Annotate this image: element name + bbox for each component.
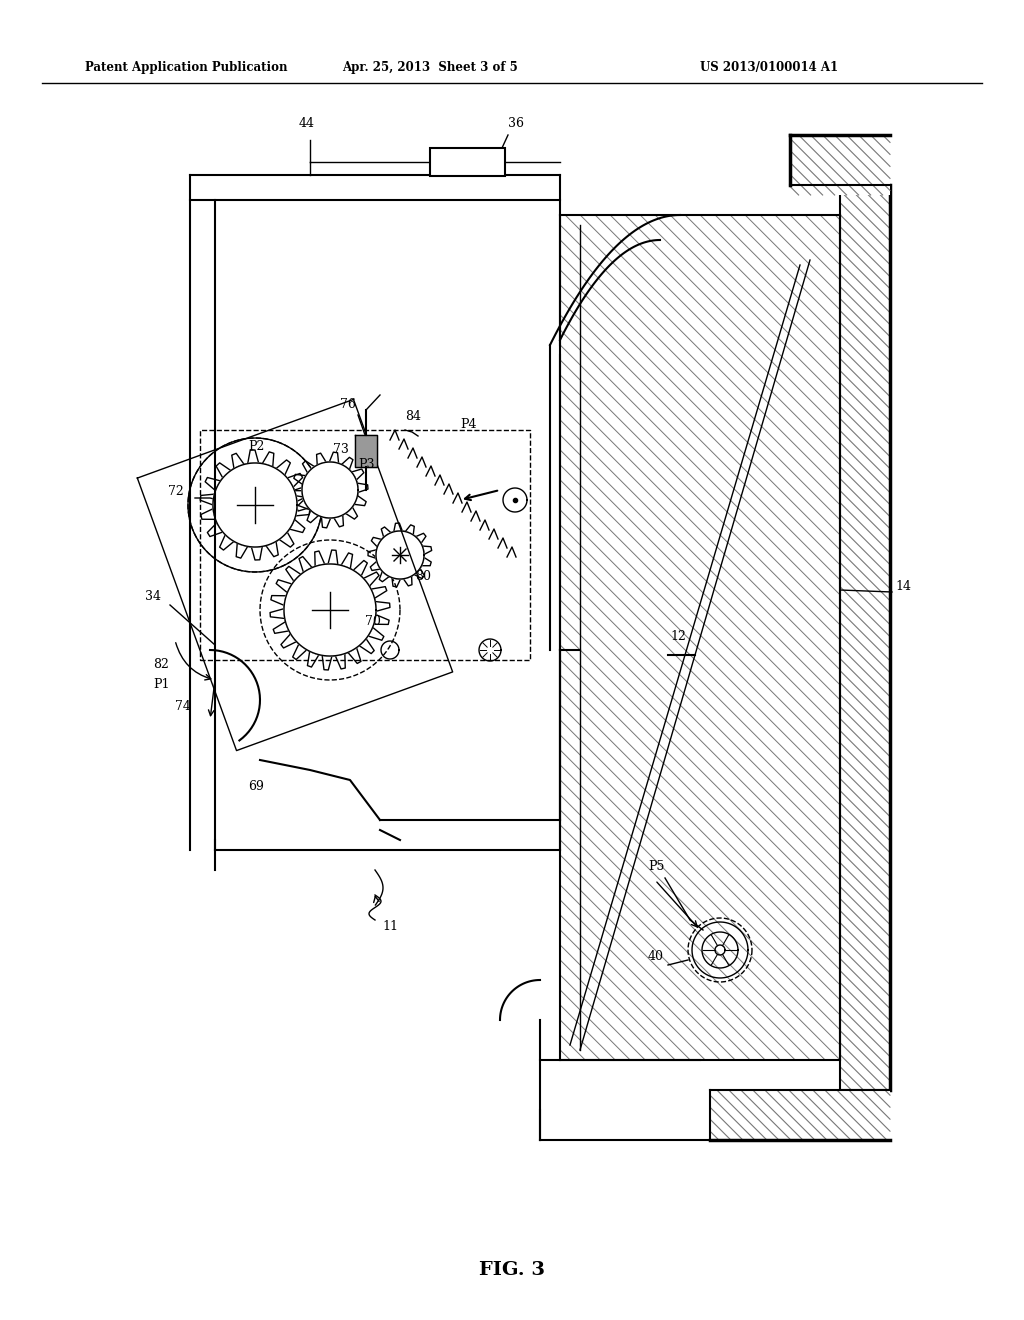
Bar [560,215,840,1060]
Text: FIG. 3: FIG. 3 [479,1261,545,1279]
Text: 76: 76 [340,399,356,411]
Text: P3: P3 [358,458,375,471]
Text: US 2013/0100014 A1: US 2013/0100014 A1 [700,62,838,74]
Text: 82: 82 [153,657,169,671]
Text: Apr. 25, 2013  Sheet 3 of 5: Apr. 25, 2013 Sheet 3 of 5 [342,62,518,74]
Text: 44: 44 [299,117,315,129]
Text: 72: 72 [168,484,183,498]
Text: P1: P1 [153,678,170,690]
Text: 36: 36 [508,117,524,129]
Text: 12: 12 [670,630,686,643]
Text: P2: P2 [248,440,264,453]
Text: 14: 14 [895,579,911,593]
Bar [840,185,890,1090]
Polygon shape [213,463,297,546]
Text: 74: 74 [175,700,190,713]
Bar [790,135,890,195]
Bar [710,1090,890,1140]
Text: 34: 34 [145,590,161,603]
Polygon shape [355,436,377,467]
Text: 69: 69 [248,780,264,793]
Text: 11: 11 [382,920,398,933]
Text: 80: 80 [415,570,431,583]
Bar [430,148,505,176]
Polygon shape [284,564,376,656]
Polygon shape [376,531,424,579]
Text: P4: P4 [460,418,476,432]
Text: 70: 70 [365,615,381,628]
Text: 84: 84 [406,411,421,422]
Text: 40: 40 [648,950,664,964]
Text: P5: P5 [648,861,665,873]
Text: Patent Application Publication: Patent Application Publication [85,62,288,74]
Polygon shape [302,462,358,517]
Text: 73: 73 [333,444,349,455]
